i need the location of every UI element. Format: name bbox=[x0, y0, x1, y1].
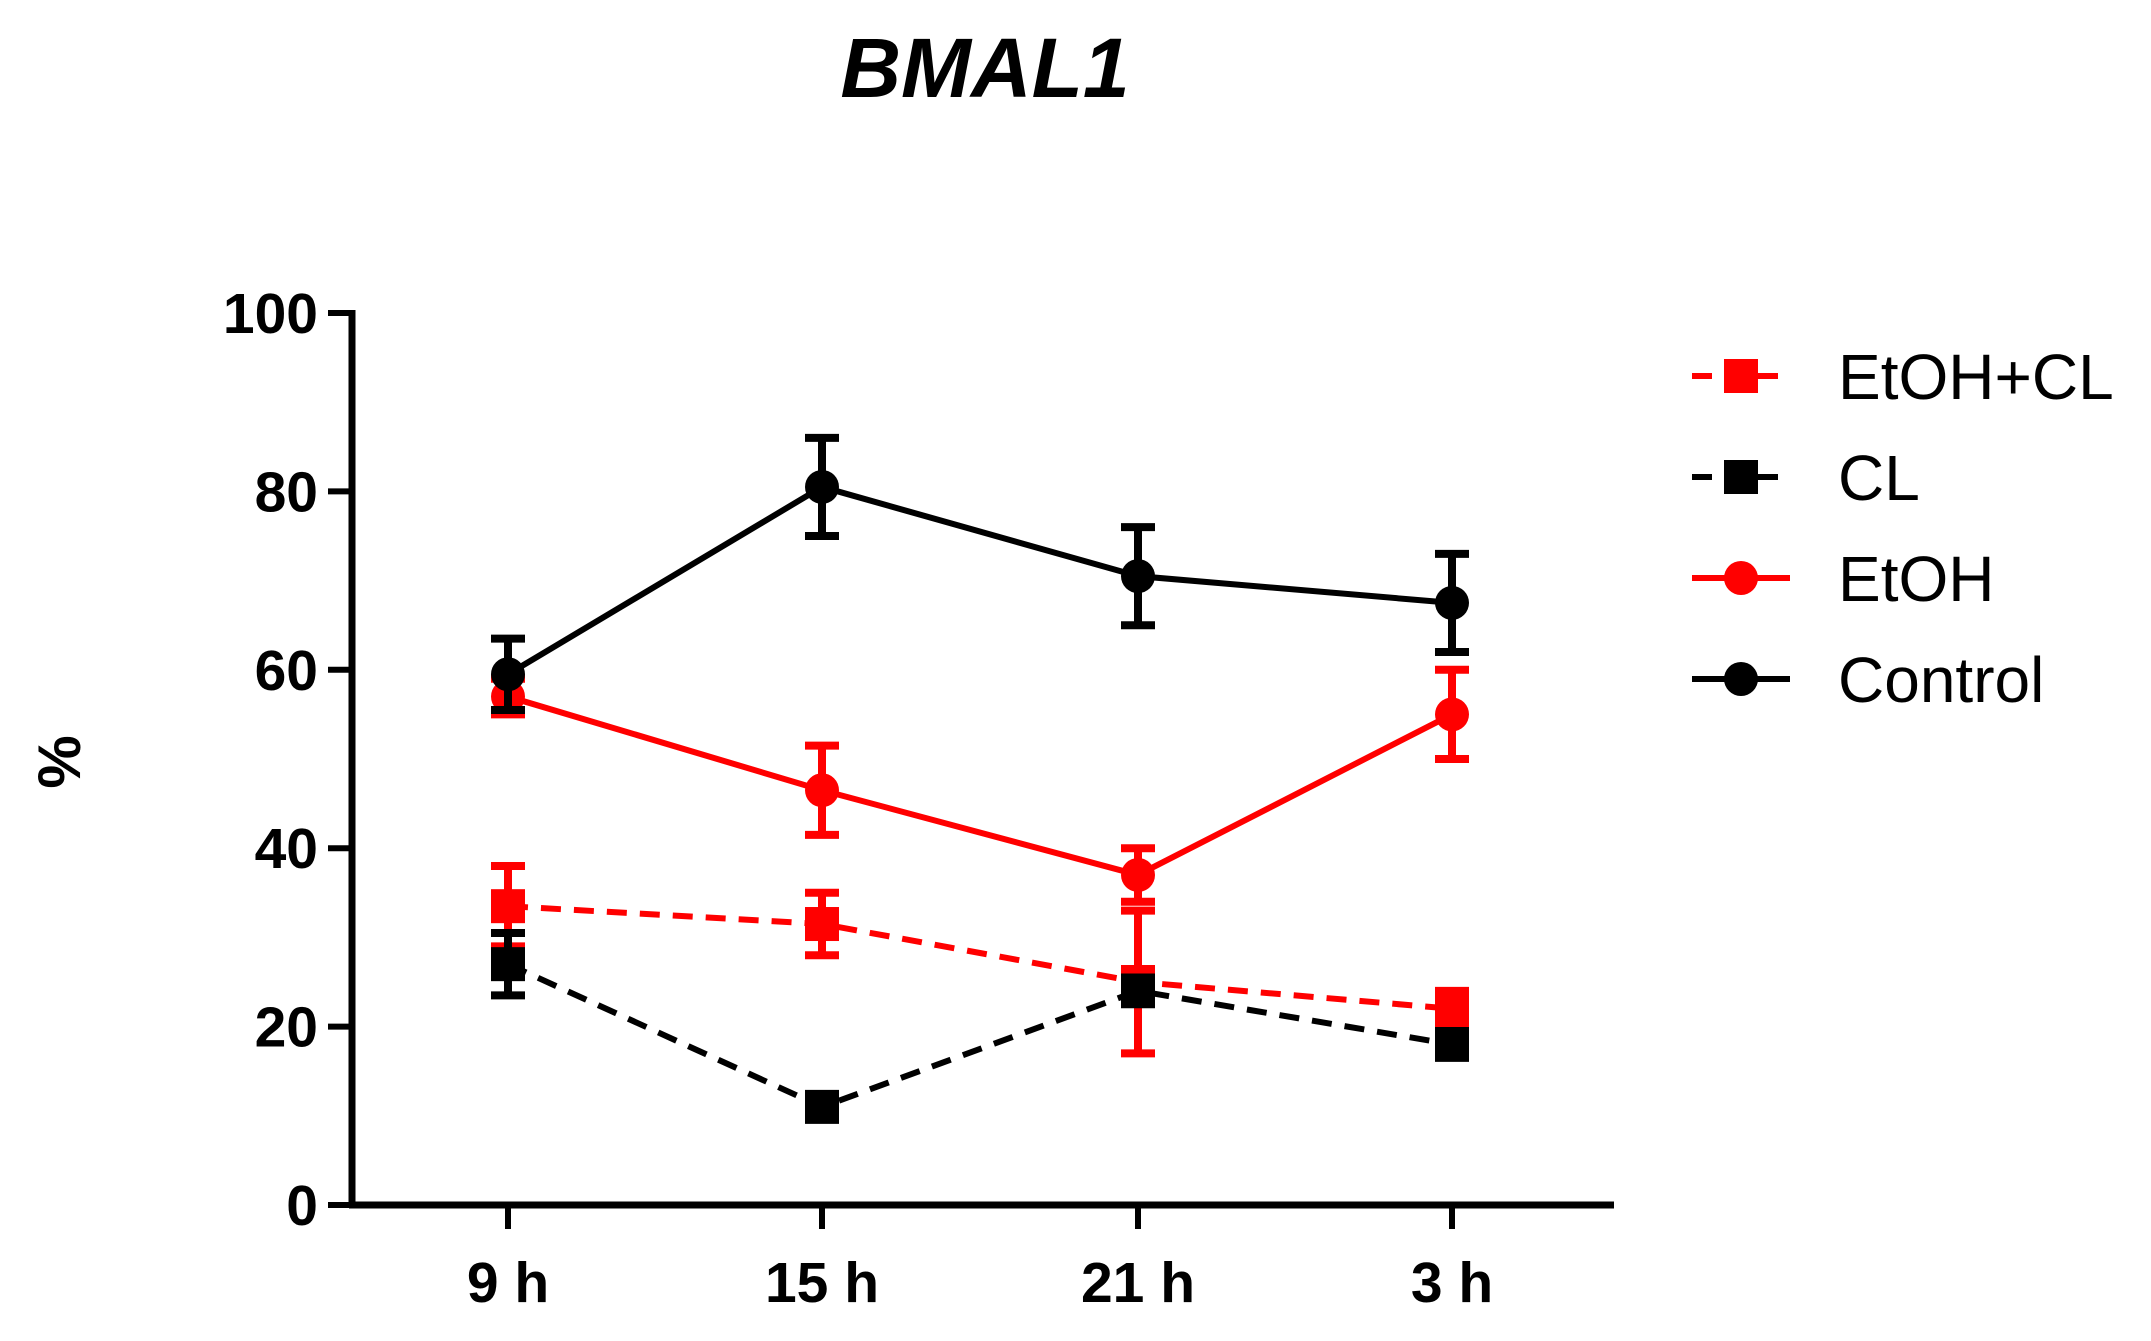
data-point bbox=[1435, 1027, 1469, 1062]
y-tick-label: 80 bbox=[255, 460, 318, 524]
data-point bbox=[1121, 857, 1155, 892]
x-tick-label: 21 h bbox=[1081, 1251, 1195, 1315]
legend-marker bbox=[1724, 460, 1758, 494]
legend-item: EtOH+CL bbox=[1692, 341, 2114, 413]
legend: EtOH+CL CL EtOH Control bbox=[1692, 341, 2114, 716]
legend-item: EtOH bbox=[1692, 543, 1994, 615]
data-point bbox=[1435, 697, 1469, 732]
series-etoh bbox=[491, 665, 1469, 906]
legend-label: CL bbox=[1838, 442, 1920, 514]
data-point bbox=[491, 889, 525, 924]
data-point bbox=[1435, 991, 1469, 1026]
data-point bbox=[491, 947, 525, 982]
y-tick-label: 20 bbox=[255, 996, 318, 1060]
y-tick-label: 0 bbox=[286, 1174, 318, 1238]
series-line bbox=[507, 693, 1454, 878]
data-point bbox=[805, 907, 839, 942]
data-point bbox=[805, 469, 839, 504]
series-layer bbox=[491, 433, 1469, 1124]
legend-item: Control bbox=[1692, 644, 2044, 716]
series-control bbox=[491, 433, 1469, 714]
legend-label: Control bbox=[1838, 644, 2044, 716]
legend-item: CL bbox=[1692, 442, 1920, 514]
axes: 0 20 40 60 80 100 9 h 15 h 21 h 3 h bbox=[223, 282, 1614, 1315]
chart-title: BMAL1 bbox=[840, 21, 1129, 115]
y-tick-label: 40 bbox=[255, 817, 318, 881]
data-point bbox=[491, 657, 525, 692]
series-line bbox=[506, 483, 1453, 677]
series-cl bbox=[491, 928, 1469, 1124]
legend-label: EtOH bbox=[1838, 543, 1994, 615]
x-tick-label: 3 h bbox=[1411, 1251, 1493, 1315]
series-line bbox=[506, 961, 1453, 1110]
x-tick-label: 9 h bbox=[467, 1251, 549, 1315]
legend-marker bbox=[1724, 561, 1758, 595]
series-line bbox=[507, 903, 1453, 1012]
x-tick-label: 15 h bbox=[765, 1251, 879, 1315]
data-point bbox=[1121, 559, 1155, 594]
y-tick-label: 60 bbox=[255, 639, 318, 703]
y-tick-label: 100 bbox=[223, 282, 318, 346]
legend-label: EtOH+CL bbox=[1838, 341, 2114, 413]
data-point bbox=[805, 773, 839, 808]
data-point bbox=[1435, 585, 1469, 620]
legend-marker bbox=[1724, 662, 1758, 696]
data-point bbox=[805, 1089, 839, 1124]
y-axis-label: % bbox=[26, 735, 93, 788]
legend-marker bbox=[1724, 359, 1758, 393]
data-point bbox=[1121, 973, 1155, 1008]
